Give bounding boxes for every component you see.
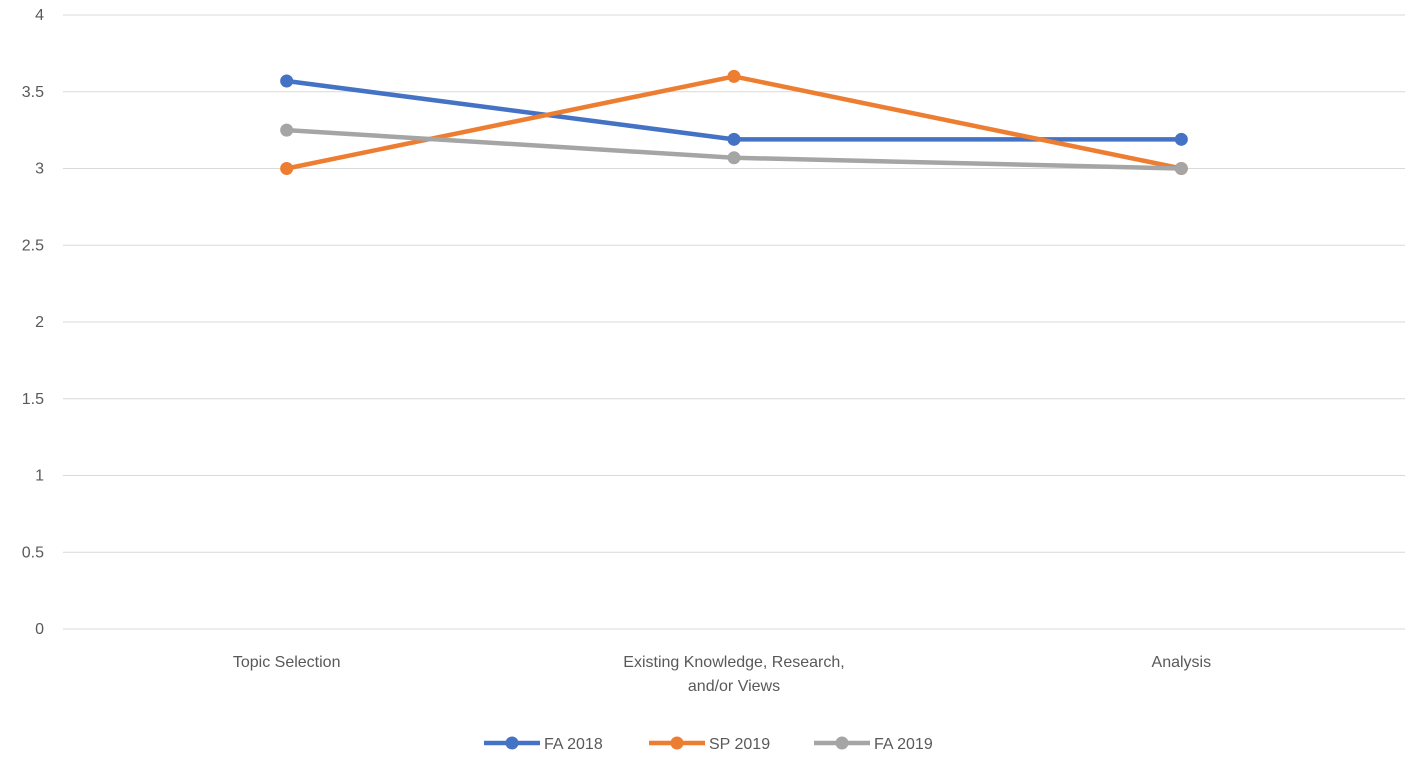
legend-label: FA 2019 bbox=[874, 736, 933, 753]
y-tick-label: 0 bbox=[35, 621, 44, 638]
y-tick-label: 4 bbox=[35, 7, 44, 24]
x-category-label: Existing Knowledge, Research, and/or View… bbox=[623, 654, 844, 695]
legend-label: SP 2019 bbox=[709, 736, 770, 753]
series-line-fa-2018 bbox=[284, 78, 1184, 142]
data-point-sp-2019 bbox=[727, 69, 741, 83]
data-point-fa-2018 bbox=[1174, 132, 1188, 146]
legend-marker bbox=[835, 736, 849, 750]
legend: FA 2018 SP 2019 FA 2019 bbox=[484, 736, 933, 753]
data-point-fa-2019 bbox=[280, 123, 294, 137]
legend-marker bbox=[670, 736, 684, 750]
x-category-label: Topic Selection bbox=[233, 654, 341, 671]
y-tick-label: 3 bbox=[35, 161, 44, 178]
y-tick-label: 3.5 bbox=[22, 84, 44, 101]
data-point-sp-2019 bbox=[280, 162, 294, 175]
y-tick-label: 2 bbox=[35, 314, 44, 331]
y-tick-label: 0.5 bbox=[22, 544, 44, 561]
y-axis-tick-labels: 0 0.5 1 1.5 2 2.5 3 3.5 4 bbox=[22, 7, 44, 638]
y-tick-label: 1.5 bbox=[22, 391, 44, 408]
series-lines bbox=[280, 69, 1188, 175]
data-point-fa-2018 bbox=[280, 74, 294, 88]
x-axis-category-labels: Topic Selection Existing Knowledge, Resea… bbox=[233, 654, 1211, 695]
legend-label: FA 2018 bbox=[544, 736, 603, 753]
y-tick-label: 2.5 bbox=[22, 237, 44, 254]
legend-marker bbox=[505, 736, 519, 750]
data-point-fa-2018 bbox=[727, 132, 741, 146]
y-tick-label: 1 bbox=[35, 468, 44, 485]
gridlines bbox=[63, 14, 1405, 630]
data-point-fa-2019 bbox=[1174, 162, 1188, 175]
data-point-fa-2019 bbox=[727, 151, 741, 165]
x-category-label: Analysis bbox=[1152, 654, 1212, 671]
